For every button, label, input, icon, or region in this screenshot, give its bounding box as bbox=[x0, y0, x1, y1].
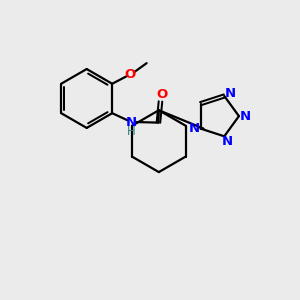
Text: N: N bbox=[225, 87, 236, 100]
Text: N: N bbox=[126, 116, 137, 128]
Text: H: H bbox=[127, 125, 136, 138]
Text: O: O bbox=[156, 88, 168, 101]
Text: N: N bbox=[240, 110, 251, 123]
Text: N: N bbox=[222, 135, 233, 148]
Text: N: N bbox=[188, 122, 200, 135]
Text: O: O bbox=[125, 68, 136, 81]
